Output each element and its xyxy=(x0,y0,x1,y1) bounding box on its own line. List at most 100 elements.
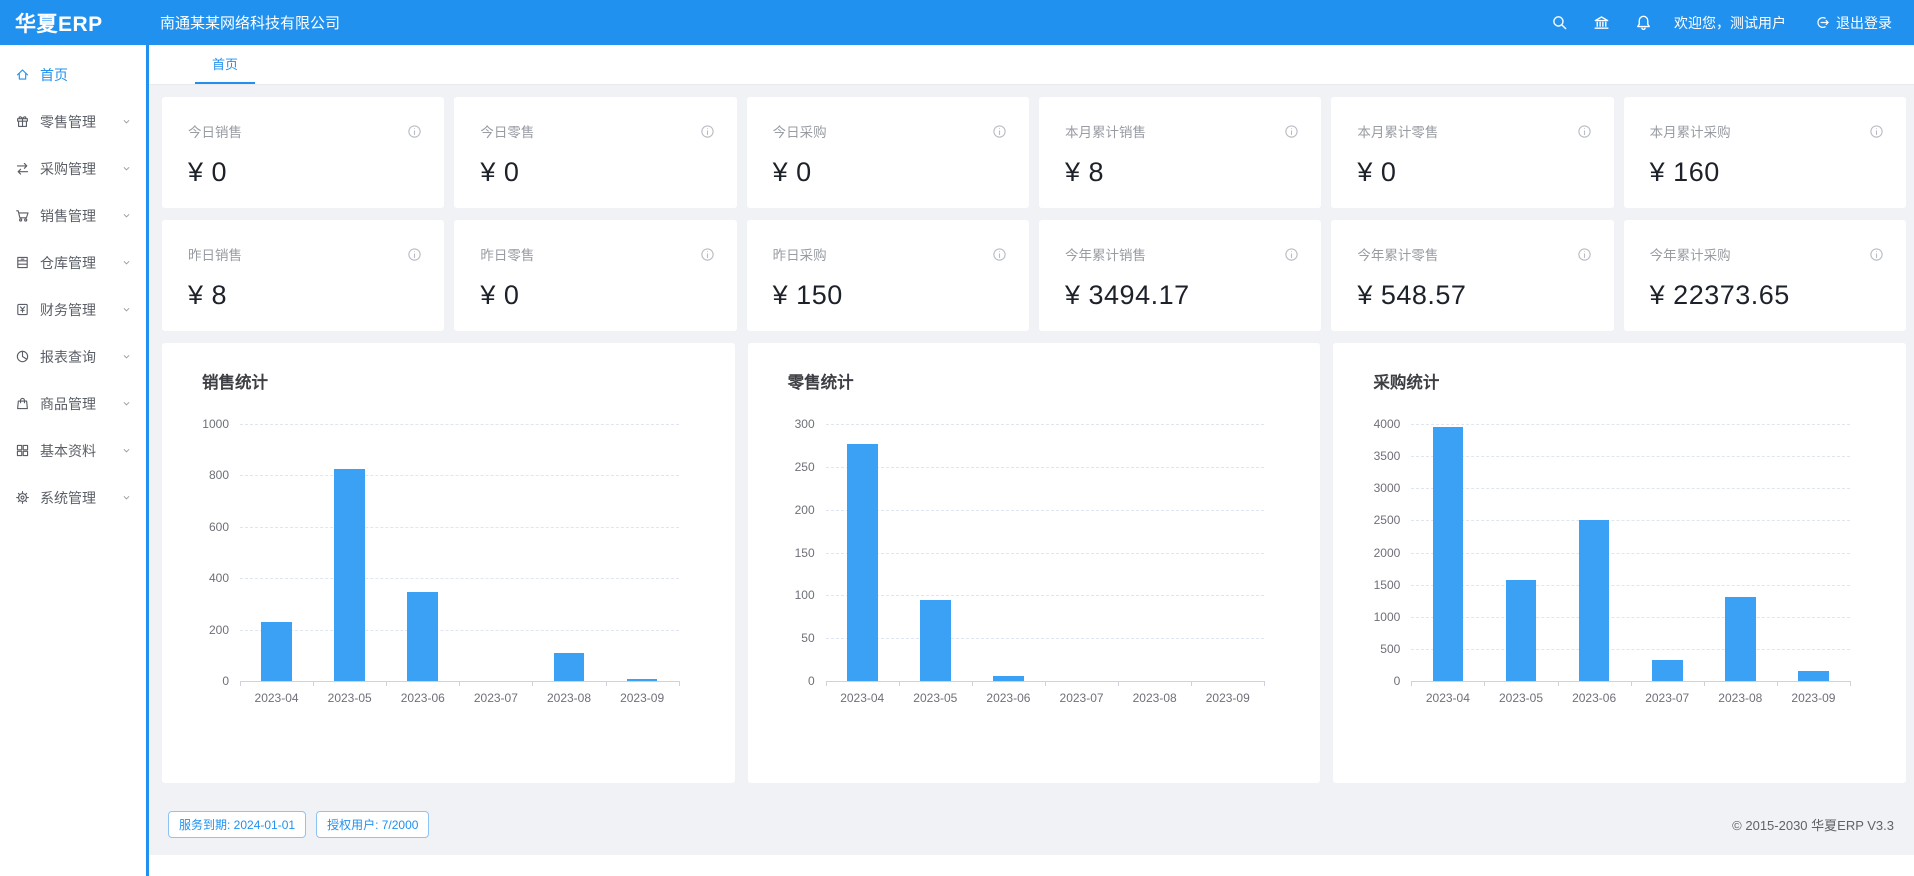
bar-2023-05[interactable] xyxy=(919,599,951,681)
sidebar-item-reports[interactable]: 报表查询 xyxy=(0,333,146,380)
stat-card-value: ¥ 0 xyxy=(480,280,520,310)
stat-card-header: 今日采购 xyxy=(773,121,1007,141)
y-tick-label: 50 xyxy=(801,631,815,646)
bar-2023-06[interactable] xyxy=(1578,520,1610,681)
x-axis-tick xyxy=(1703,681,1705,686)
stat-card-value: ¥ 8 xyxy=(188,280,228,310)
chevron-down-icon xyxy=(121,445,132,456)
info-icon[interactable] xyxy=(407,247,422,262)
sidebar-item-home[interactable]: 首页 xyxy=(0,51,146,98)
x-axis-tick xyxy=(678,681,680,686)
y-tick-label: 100 xyxy=(794,588,815,603)
y-gridline xyxy=(240,629,679,631)
sidebar-item-purchase[interactable]: 采购管理 xyxy=(0,145,146,192)
sidebar-item-system[interactable]: 系统管理 xyxy=(0,474,146,521)
y-gridline xyxy=(1411,424,1850,425)
x-axis-tick xyxy=(825,681,827,686)
x-axis-tick xyxy=(1411,681,1413,686)
y-gridline xyxy=(1411,584,1850,586)
bar-2023-05[interactable] xyxy=(334,468,365,681)
bell-icon[interactable] xyxy=(1628,8,1658,38)
bar-2023-04[interactable] xyxy=(261,621,292,681)
info-icon[interactable] xyxy=(1577,124,1592,139)
stat-card-month-retail: 本月累计零售 ¥ 0 xyxy=(1331,97,1614,208)
tab-home[interactable]: 首页 xyxy=(195,45,256,84)
y-tick-label: 1000 xyxy=(1373,609,1401,624)
y-gridline xyxy=(240,578,679,580)
x-tick-label: 2023-07 xyxy=(473,691,518,705)
stat-card-value: ¥ 0 xyxy=(480,157,520,187)
bar-2023-08[interactable] xyxy=(553,652,585,681)
stat-card-label: 本月累计销售 xyxy=(1065,125,1146,140)
info-icon[interactable] xyxy=(1869,247,1884,262)
bank-icon[interactable] xyxy=(1586,8,1616,38)
y-gridline xyxy=(1411,616,1850,618)
bar-2023-08[interactable] xyxy=(1724,597,1756,681)
search-icon[interactable] xyxy=(1544,8,1574,38)
x-axis-tick xyxy=(1630,681,1632,686)
info-icon[interactable] xyxy=(1577,247,1592,262)
stat-card-month-sales: 本月累计销售 ¥ 8 xyxy=(1039,97,1322,208)
company-name: 南通某某网络科技有限公司 xyxy=(160,15,341,32)
bar-2023-04[interactable] xyxy=(846,443,878,681)
y-tick-label: 300 xyxy=(794,417,815,431)
sidebar-item-goods[interactable]: 商品管理 xyxy=(0,380,146,427)
y-tick-label: 2500 xyxy=(1373,513,1401,528)
sidebar-item-warehouse[interactable]: 仓库管理 xyxy=(0,239,146,286)
logout-icon xyxy=(1812,13,1832,33)
stat-card-header: 今年累计销售 xyxy=(1065,244,1299,264)
y-tick-label: 4000 xyxy=(1373,417,1401,431)
footer-badges: 服务到期: 2024-01-01 授权用户: 7/2000 xyxy=(168,811,439,838)
stat-card-today-purchase: 今日采购 ¥ 0 xyxy=(746,97,1029,208)
stat-card-yesterday-retail: 昨日零售 ¥ 0 xyxy=(454,220,737,331)
stat-card-value: ¥ 3494.17 xyxy=(1065,280,1190,310)
info-icon[interactable] xyxy=(700,124,715,139)
logout-button[interactable]: 退出登录 xyxy=(1812,13,1892,33)
y-gridline xyxy=(240,424,679,425)
info-icon[interactable] xyxy=(1284,124,1299,139)
info-icon[interactable] xyxy=(407,124,422,139)
info-icon[interactable] xyxy=(1869,124,1884,139)
sidebar-menu: 首页 零售管理采购管理销售管理 仓库管理 财务管理 报表查询商品管理基本资料系统管理 xyxy=(0,45,146,876)
gear-icon xyxy=(15,490,30,505)
info-icon[interactable] xyxy=(1284,247,1299,262)
x-axis-tick xyxy=(1776,681,1778,686)
finance-icon xyxy=(15,302,30,317)
stat-card-header: 今年累计零售 xyxy=(1357,244,1591,264)
bar-2023-05[interactable] xyxy=(1505,579,1537,681)
y-gridline xyxy=(1411,488,1850,490)
stat-card-header: 昨日销售 xyxy=(188,244,422,264)
info-icon[interactable] xyxy=(992,124,1007,139)
service-expiry-badge: 服务到期: 2024-01-01 xyxy=(168,811,307,838)
bar-2023-09[interactable] xyxy=(626,678,658,681)
sidebar-item-sales[interactable]: 销售管理 xyxy=(0,192,146,239)
chart-plot-area: 0 50 100 150 200 250 300 xyxy=(795,417,1266,688)
sidebar-item-finance[interactable]: 财务管理 xyxy=(0,286,146,333)
bar-2023-04[interactable] xyxy=(1432,427,1464,681)
y-tick-label: 3500 xyxy=(1373,449,1401,464)
bar-2023-06[interactable] xyxy=(407,592,439,681)
stat-card-header: 本月累计零售 xyxy=(1357,121,1591,141)
bar-2023-09[interactable] xyxy=(1798,670,1829,681)
info-icon[interactable] xyxy=(992,247,1007,262)
bar-2023-06[interactable] xyxy=(993,675,1024,681)
sidebar-item-label: 基本资料 xyxy=(40,442,96,459)
header-actions: 欢迎您，测试用户 退出登录 xyxy=(1544,8,1914,38)
stat-card-yesterday-purchase: 昨日采购 ¥ 150 xyxy=(746,220,1029,331)
info-icon[interactable] xyxy=(700,247,715,262)
stat-card-label: 昨日销售 xyxy=(188,248,242,263)
bar-2023-07[interactable] xyxy=(1651,659,1683,681)
sidebar-item-retail[interactable]: 零售管理 xyxy=(0,98,146,145)
x-axis-tick xyxy=(313,681,315,686)
y-gridline xyxy=(240,526,679,528)
sidebar-item-label: 采购管理 xyxy=(40,160,96,177)
chevron-down-icon xyxy=(121,163,132,174)
chart-title: 采购统计 xyxy=(1373,374,1440,392)
sidebar-item-basic-data[interactable]: 基本资料 xyxy=(0,427,146,474)
stat-card-year-sales: 今年累计销售 ¥ 3494.17 xyxy=(1039,220,1322,331)
stat-card-label: 昨日采购 xyxy=(772,248,827,263)
sidebar-item-label: 商品管理 xyxy=(40,395,96,412)
stat-card-label: 今年累计采购 xyxy=(1649,248,1731,263)
y-gridline xyxy=(825,424,1265,425)
